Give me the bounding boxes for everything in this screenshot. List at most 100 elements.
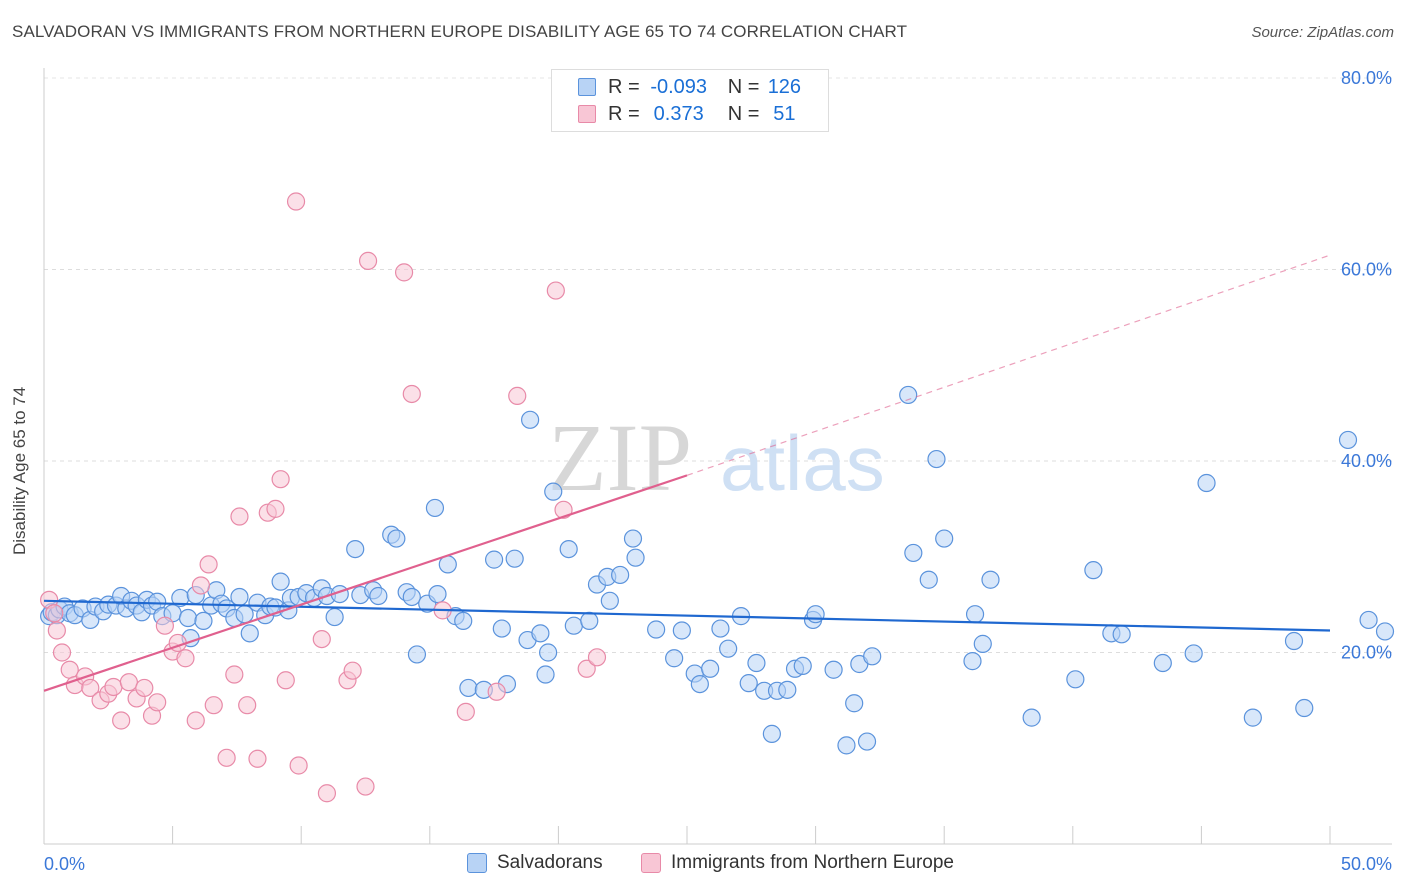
northern-europe-point xyxy=(554,500,573,519)
salvadoran-point xyxy=(271,572,290,591)
salvadoran-point xyxy=(1243,708,1262,727)
northern-europe-point xyxy=(394,263,414,282)
legend-r-label: R = xyxy=(608,75,640,98)
salvadoran-point xyxy=(1338,430,1358,450)
salvadoran-point xyxy=(407,645,427,664)
northern-europe-point xyxy=(45,604,64,623)
salvadoran-point xyxy=(346,539,365,559)
northern-europe-point xyxy=(508,386,527,405)
salvadoran-point xyxy=(665,649,684,668)
salvadoran-point xyxy=(647,620,666,639)
salvadoran-point xyxy=(402,587,421,607)
salvadoran-point xyxy=(580,611,599,631)
salvadoran-point xyxy=(778,680,797,699)
watermark-zip: ZIP xyxy=(548,404,692,511)
salvadoran-point xyxy=(425,498,445,518)
northern-europe-point xyxy=(358,251,378,270)
salvadoran-point xyxy=(690,674,709,694)
northern-europe-point xyxy=(271,470,290,489)
salvadoran-point xyxy=(369,586,388,606)
salvadoran-point xyxy=(1084,561,1103,580)
legend-n-label: N = xyxy=(727,75,760,98)
legend-row-northern-europe: R = 0.373 N = 51 xyxy=(552,101,809,127)
salvadoran-point xyxy=(1184,644,1203,663)
chart-title: SALVADORAN VS IMMIGRANTS FROM NORTHERN E… xyxy=(12,22,908,41)
legend-label-northern-europe: Immigrants from Northern Europe xyxy=(671,852,954,873)
salvadoran-point xyxy=(1359,610,1378,630)
northern-europe-trend-line xyxy=(43,474,688,692)
salvadoran-point xyxy=(611,565,630,585)
watermark: ZIP atlas xyxy=(548,404,885,511)
salvadoran-point xyxy=(719,639,738,658)
salvadoran-point xyxy=(701,659,720,678)
salvadoran-point xyxy=(672,621,691,640)
legend-r-value: -0.093 xyxy=(650,75,708,98)
salvadoran-point xyxy=(623,529,643,548)
salvadoran-point xyxy=(564,616,583,635)
salvadoran-point xyxy=(531,624,550,643)
salvadoran-point xyxy=(1375,622,1395,641)
salvadoran-point xyxy=(935,529,954,548)
salvadoran-point xyxy=(762,724,781,743)
legend-n-label: N = xyxy=(727,102,760,125)
salvadoran-point xyxy=(806,605,825,624)
northern-europe-points xyxy=(40,192,607,803)
salvadoran-point xyxy=(824,660,843,679)
salvadoran-point xyxy=(904,543,923,563)
salvadoran-point xyxy=(544,482,563,501)
y-tick-label: 40.0% xyxy=(1341,451,1392,471)
salvadoran-point xyxy=(194,611,213,631)
salvadoran-point xyxy=(1022,708,1041,727)
legend-n-value: 126 xyxy=(767,75,802,98)
salvadoran-point xyxy=(1153,653,1172,673)
salvadoran-point xyxy=(1295,698,1314,718)
northern-europe-point xyxy=(248,749,267,768)
salvadoran-point xyxy=(981,570,1000,589)
salvadoran-point xyxy=(963,652,982,671)
northern-europe-trend-extension xyxy=(686,254,1331,476)
northern-europe-point xyxy=(225,665,244,684)
salvadoran-point xyxy=(521,410,540,429)
legend-r-value: 0.373 xyxy=(653,102,704,125)
salvadoran-point xyxy=(1197,473,1216,493)
northern-europe-point xyxy=(191,576,210,595)
northern-europe-point xyxy=(217,748,236,767)
legend-r-label: R = xyxy=(608,102,640,125)
northern-europe-point xyxy=(289,756,308,775)
salvadoran-point xyxy=(459,678,478,698)
northern-europe-point xyxy=(266,499,285,518)
northern-europe-point xyxy=(356,777,375,796)
northern-europe-point xyxy=(286,192,306,211)
salvadoran-point xyxy=(559,539,578,559)
salvadoran-point xyxy=(536,665,555,684)
legend-swatch-blue xyxy=(578,78,596,96)
salvadoran-point xyxy=(485,550,504,569)
northern-europe-point xyxy=(276,671,295,690)
salvadoran-point xyxy=(428,584,447,604)
northern-europe-point xyxy=(587,648,607,667)
correlation-legend: R = -0.093 N = 126 R = 0.373 N = 51 xyxy=(551,69,829,132)
legend-swatch-pink xyxy=(578,105,596,123)
y-tick-label: 60.0% xyxy=(1341,260,1392,280)
salvadoran-point xyxy=(845,694,864,713)
salvadoran-point xyxy=(1284,631,1304,651)
northern-europe-point xyxy=(487,682,506,701)
legend-swatch-pink xyxy=(641,853,661,873)
northern-europe-point xyxy=(81,678,100,698)
salvadoran-point xyxy=(178,608,198,628)
northern-europe-point xyxy=(402,384,421,404)
salvadoran-point xyxy=(863,647,882,666)
salvadoran-point xyxy=(492,619,511,638)
y-tick-label: 20.0% xyxy=(1341,643,1392,663)
salvadoran-point xyxy=(747,653,766,673)
gridlines xyxy=(44,77,1392,653)
salvadoran-point xyxy=(857,732,877,751)
salvadoran-point xyxy=(387,529,406,548)
salvadoran-point xyxy=(919,570,938,589)
legend-item-northern-europe: Immigrants from Northern Europe xyxy=(641,852,954,874)
northern-europe-point xyxy=(230,507,249,526)
northern-europe-point xyxy=(148,693,167,712)
salvadoran-point xyxy=(240,624,259,643)
salvadoran-point xyxy=(965,605,985,624)
